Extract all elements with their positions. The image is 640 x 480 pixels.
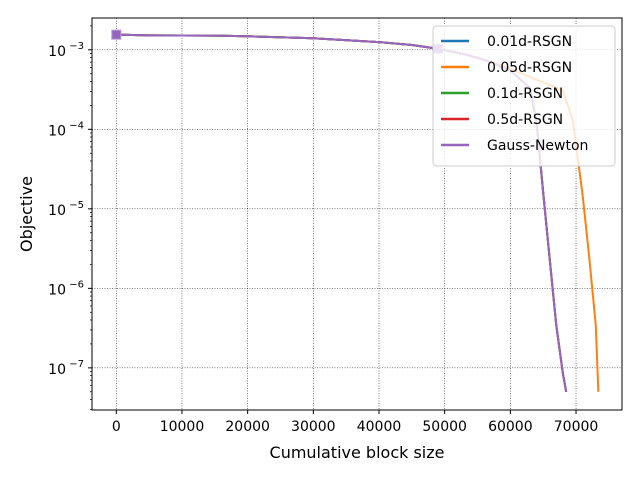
legend-label: 0.05d-RSGN (487, 60, 572, 76)
y-tick-label: 10 −3 (48, 41, 84, 60)
y-tick-label: 10 −7 (48, 359, 84, 378)
y-axis-ticks: 10−710−610−510−410−3 (48, 25, 92, 410)
y-tick-base: 10 (48, 123, 66, 139)
y-tick-label: 10 −6 (48, 279, 84, 298)
x-tick-label: 30000 (291, 419, 336, 435)
y-tick-exponent: −4 (69, 120, 84, 131)
y-tick-base: 10 (48, 203, 66, 219)
x-tick-label: 70000 (554, 419, 599, 435)
x-tick-label: 60000 (488, 419, 533, 435)
legend: 0.01d-RSGN 0.05d-RSGN 0.1d-RSGN 0.5d-RSGN Ga… (432, 25, 616, 167)
grid-lines (92, 18, 622, 410)
x-axis-ticks: 0 10000 20000 30000 40000 50000 60000 70000 (112, 410, 598, 435)
y-tick-base: 10 (48, 282, 66, 298)
x-tick-label: 10000 (160, 419, 205, 435)
y-tick-base: 10 (48, 362, 66, 378)
legend-label: 0.5d-RSGN (487, 112, 563, 128)
x-tick-label: 20000 (225, 419, 270, 435)
data-marker (111, 29, 122, 40)
x-tick-label: 50000 (422, 419, 467, 435)
x-tick-label: 40000 (357, 419, 402, 435)
legend-label: 0.01d-RSGN (487, 34, 572, 50)
legend-label: 0.1d-RSGN (487, 86, 563, 102)
y-tick-exponent: −5 (69, 200, 84, 211)
y-tick-base: 10 (48, 44, 66, 60)
y-tick-exponent: −7 (69, 359, 84, 370)
y-axis-label: Objective (17, 176, 36, 252)
y-tick-label: 10 −4 (48, 120, 84, 139)
y-tick-exponent: −3 (69, 41, 84, 52)
y-tick-label: 10 −5 (48, 200, 84, 219)
x-axis-label: Cumulative block size (270, 443, 445, 462)
legend-label: Gauss-Newton (487, 138, 588, 154)
y-tick-exponent: −6 (69, 279, 84, 290)
legend-box (432, 25, 616, 167)
x-tick-label: 0 (112, 419, 121, 435)
plot-frame (91, 17, 623, 411)
